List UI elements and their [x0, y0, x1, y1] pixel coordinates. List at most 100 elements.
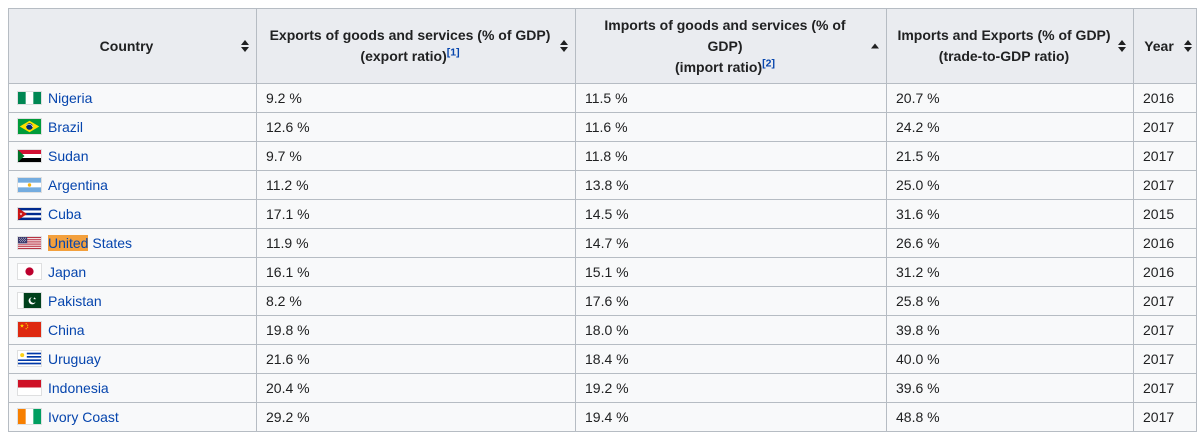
exports-cell: 8.2 %: [256, 286, 576, 316]
year-cell: 2017: [1133, 286, 1197, 316]
nigeria-flag-icon: [18, 91, 41, 104]
country-link[interactable]: Pakistan: [48, 292, 102, 309]
trade-cell: 24.2 %: [886, 112, 1134, 142]
reference-link-1[interactable]: [1]: [446, 46, 460, 59]
country-link[interactable]: Cuba: [48, 205, 82, 222]
sort-both-icon: [560, 40, 568, 52]
year-cell: 2017: [1133, 170, 1197, 200]
china-flag-icon: [18, 322, 41, 338]
country-cell: Pakistan: [8, 286, 257, 316]
country-cell: Sudan: [8, 141, 257, 171]
col-header-exports-subtitle: (export ratio): [360, 48, 447, 64]
trade-cell: 25.0 %: [886, 170, 1134, 200]
country-link[interactable]: United States: [48, 234, 133, 251]
united-states-flag-icon: [18, 236, 41, 249]
trade-cell: 25.8 %: [886, 286, 1134, 316]
imports-cell: 15.1 %: [575, 257, 887, 287]
table-row: Indonesia 20.4 % 19.2 % 39.6 % 2017: [8, 373, 1197, 403]
col-header-exports-title: Exports of goods and services (% of GDP): [269, 27, 551, 43]
table-row: Uruguay 21.6 % 18.4 % 40.0 % 2017: [8, 344, 1197, 374]
sudan-flag-icon: [18, 149, 41, 162]
exports-cell: 16.1 %: [256, 257, 576, 287]
country-link[interactable]: Sudan: [48, 147, 89, 164]
col-header-imports-subtitle: (import ratio): [675, 58, 763, 75]
exports-cell: 20.4 %: [256, 373, 576, 403]
find-highlight: United: [48, 234, 89, 251]
table-row: Argentina 11.2 % 13.8 % 25.0 % 2017: [8, 170, 1197, 200]
col-header-exports[interactable]: Exports of goods and services (% of GDP)…: [256, 8, 576, 84]
indonesia-flag-icon: [18, 380, 41, 396]
country-cell: Ivory Coast: [8, 402, 257, 432]
imports-cell: 18.4 %: [575, 344, 887, 374]
sort-both-icon: [241, 40, 249, 52]
imports-cell: 13.8 %: [575, 170, 887, 200]
col-header-trade-subtitle: (trade-to-GDP ratio): [938, 48, 1070, 64]
country-link[interactable]: Uruguay: [48, 350, 101, 367]
country-link[interactable]: Argentina: [48, 176, 108, 193]
country-cell: Nigeria: [8, 83, 257, 113]
imports-cell: 19.2 %: [575, 373, 887, 403]
country-link[interactable]: Nigeria: [48, 89, 93, 106]
table-row: Ivory Coast 29.2 % 19.4 % 48.8 % 2017: [8, 402, 1197, 432]
table-row: Pakistan 8.2 % 17.6 % 25.8 % 2017: [8, 286, 1197, 316]
country-link[interactable]: Ivory Coast: [48, 408, 119, 425]
year-cell: 2016: [1133, 83, 1197, 113]
country-cell: Japan: [8, 257, 257, 287]
country-link[interactable]: Brazil: [48, 118, 84, 135]
col-header-trade[interactable]: Imports and Exports (% of GDP) (trade-to…: [886, 8, 1134, 84]
trade-cell: 21.5 %: [886, 141, 1134, 171]
brazil-flag-icon: [18, 119, 41, 135]
country-cell: Brazil: [8, 112, 257, 142]
exports-cell: 21.6 %: [256, 344, 576, 374]
trade-to-gdp-table: Country Exports of goods and services (%…: [8, 8, 1197, 432]
table-row: China 19.8 % 18.0 % 39.8 % 2017: [8, 315, 1197, 345]
col-header-trade-title: Imports and Exports (% of GDP): [897, 27, 1111, 43]
trade-cell: 48.8 %: [886, 402, 1134, 432]
table-row: Brazil 12.6 % 11.6 % 24.2 % 2017: [8, 112, 1197, 142]
pakistan-flag-icon: [18, 293, 41, 309]
country-link[interactable]: Japan: [48, 263, 87, 280]
year-cell: 2016: [1133, 228, 1197, 258]
country-link[interactable]: China: [48, 321, 85, 338]
table-row: Sudan 9.7 % 11.8 % 21.5 % 2017: [8, 141, 1197, 171]
year-cell: 2017: [1133, 112, 1197, 142]
year-cell: 2016: [1133, 257, 1197, 287]
exports-cell: 12.6 %: [256, 112, 576, 142]
year-cell: 2017: [1133, 141, 1197, 171]
imports-cell: 18.0 %: [575, 315, 887, 345]
exports-cell: 11.9 %: [256, 228, 576, 258]
country-cell: Indonesia: [8, 373, 257, 403]
trade-cell: 26.6 %: [886, 228, 1134, 258]
col-header-imports[interactable]: Imports of goods and services (% of GDP)…: [575, 8, 887, 84]
year-cell: 2015: [1133, 199, 1197, 229]
exports-cell: 11.2 %: [256, 170, 576, 200]
col-header-year[interactable]: Year: [1133, 8, 1197, 84]
imports-cell: 17.6 %: [575, 286, 887, 316]
col-header-year-label: Year: [1144, 37, 1174, 54]
col-header-imports-title: Imports of goods and services (% of GDP): [604, 16, 846, 54]
ivory-coast-flag-icon: [18, 409, 41, 425]
reference-link-2[interactable]: [2]: [762, 56, 775, 69]
year-cell: 2017: [1133, 373, 1197, 403]
country-link-rest: States: [88, 234, 133, 251]
table-row: United States 11.9 % 14.7 % 26.6 % 2016: [8, 228, 1197, 258]
year-cell: 2017: [1133, 402, 1197, 432]
country-cell: China: [8, 315, 257, 345]
cuba-flag-icon: [18, 207, 41, 220]
country-cell: Uruguay: [8, 344, 257, 374]
imports-cell: 11.8 %: [575, 141, 887, 171]
country-cell: Argentina: [8, 170, 257, 200]
table-row: Nigeria 9.2 % 11.5 % 20.7 % 2016: [8, 83, 1197, 113]
sort-both-icon: [1118, 40, 1126, 52]
table-row: Cuba 17.1 % 14.5 % 31.6 % 2015: [8, 199, 1197, 229]
country-link[interactable]: Indonesia: [48, 379, 109, 396]
col-header-country[interactable]: Country: [8, 8, 257, 84]
trade-cell: 40.0 %: [886, 344, 1134, 374]
trade-cell: 39.6 %: [886, 373, 1134, 403]
col-header-country-label: Country: [99, 37, 154, 54]
year-cell: 2017: [1133, 315, 1197, 345]
country-cell: Cuba: [8, 199, 257, 229]
sort-ascending-icon: [871, 43, 879, 49]
trade-cell: 31.2 %: [886, 257, 1134, 287]
